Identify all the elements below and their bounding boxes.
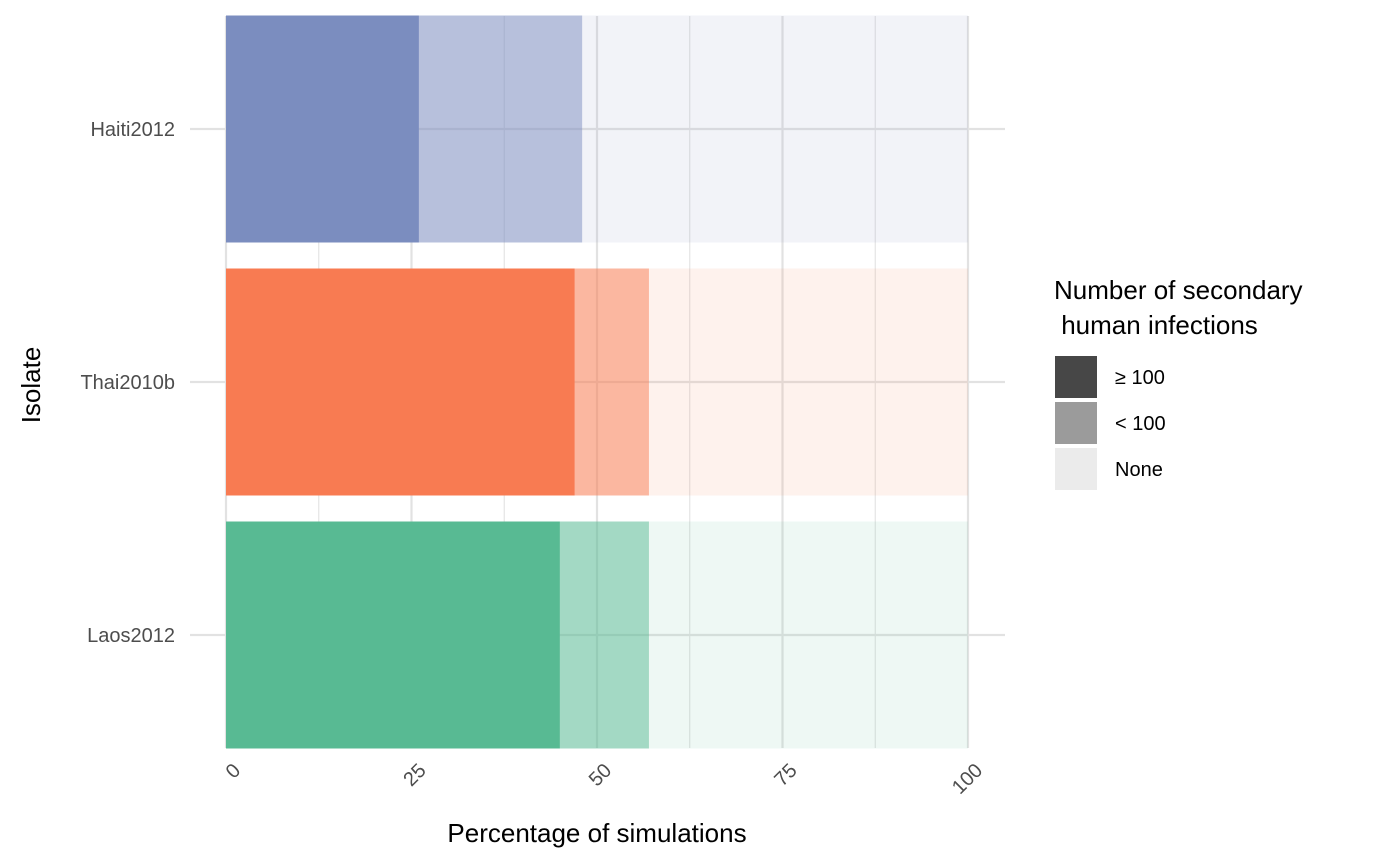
legend-title: Number of secondary human infections <box>1054 275 1310 340</box>
y-tick-label: Thai2010b <box>80 372 175 394</box>
y-axis-title: Isolate <box>16 347 46 424</box>
legend-key <box>1055 402 1097 444</box>
bar-segment <box>226 15 419 243</box>
bar-segment <box>648 268 968 496</box>
legend: Number of secondary human infections ≥ 1… <box>1054 275 1310 490</box>
legend-label: None <box>1115 459 1163 481</box>
bar-segment <box>559 521 649 749</box>
bar-segment <box>226 521 560 749</box>
bar-segment <box>574 268 649 496</box>
x-tick-label: 100 <box>948 760 987 799</box>
legend-key <box>1055 448 1097 490</box>
legend-label: < 100 <box>1115 413 1166 435</box>
legend-items: ≥ 100 < 100 None <box>1055 356 1166 490</box>
x-tick-label: 25 <box>399 760 430 791</box>
bar-segment <box>226 268 575 496</box>
x-tick-label: 0 <box>222 760 245 783</box>
x-axis: 0 25 50 75 100 <box>222 760 987 799</box>
y-axis: Haiti2012 Thai2010b Laos2012 <box>80 119 175 647</box>
legend-key <box>1055 356 1097 398</box>
bar-segment <box>648 521 968 749</box>
x-axis-title: Percentage of simulations <box>447 818 746 848</box>
legend-title-line: Number of secondary <box>1054 275 1303 305</box>
legend-title-line: human infections <box>1054 310 1258 340</box>
bar-segment <box>582 15 968 243</box>
bar-segment <box>418 15 583 243</box>
y-tick-label: Haiti2012 <box>90 119 175 141</box>
x-tick-label: 50 <box>585 760 616 791</box>
legend-label: ≥ 100 <box>1115 367 1165 389</box>
y-tick-label: Laos2012 <box>87 625 175 647</box>
bars <box>226 15 968 749</box>
x-tick-label: 75 <box>770 760 801 791</box>
